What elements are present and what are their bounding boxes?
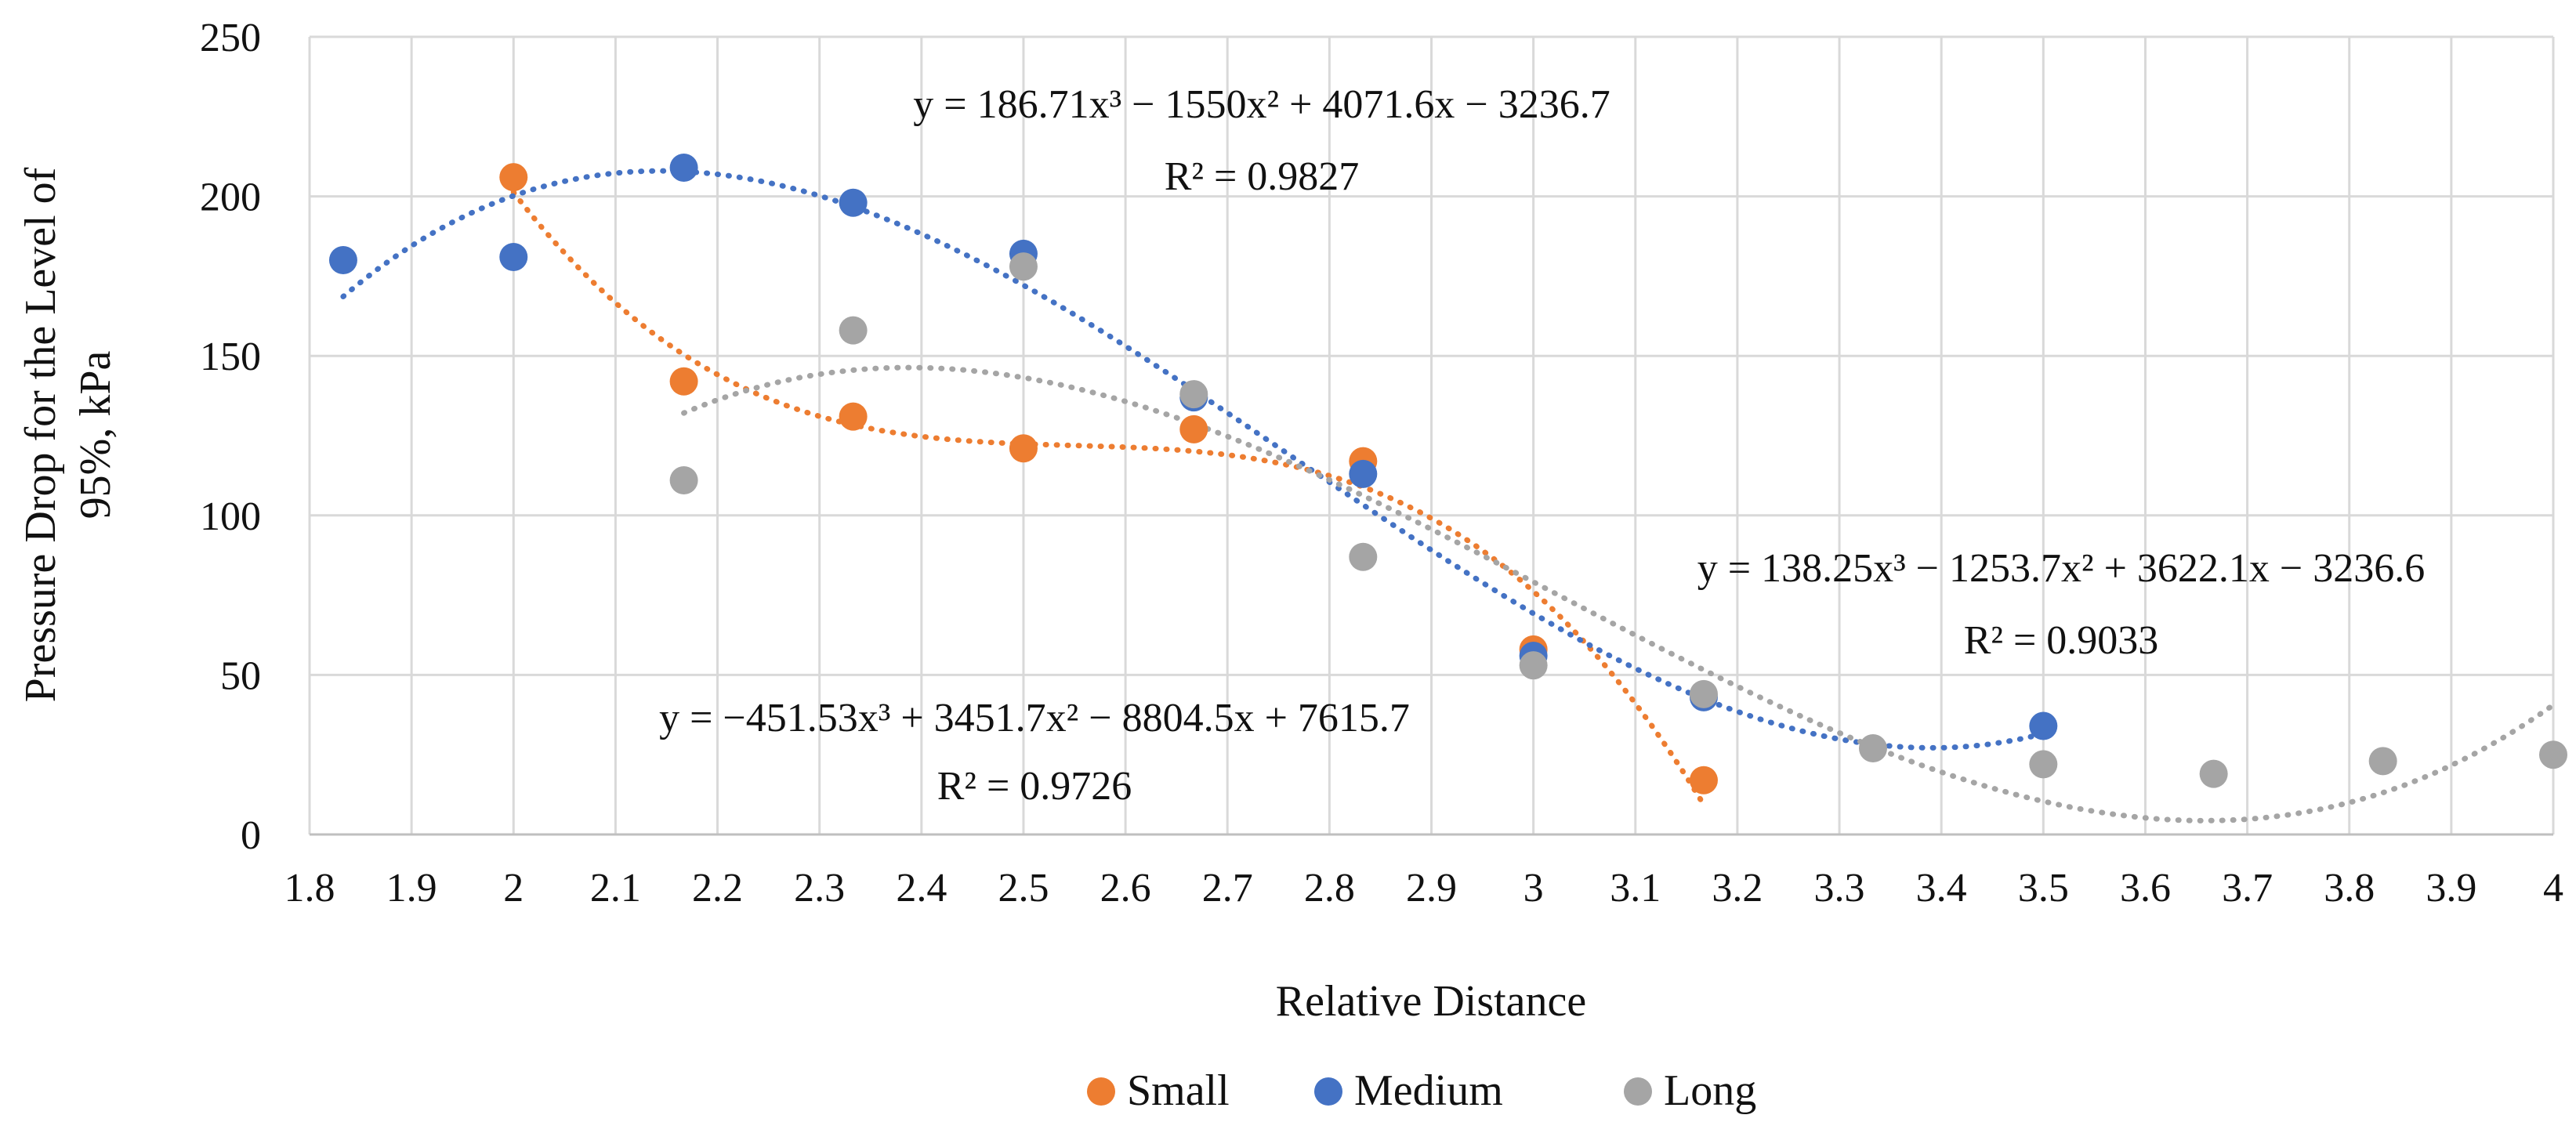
x-tick-label: 1.8 <box>284 866 335 910</box>
equation-small: y = −451.53x³ + 3451.7x² − 8804.5x + 761… <box>659 696 1410 740</box>
x-tick-label: 3.9 <box>2426 866 2476 910</box>
y-tick-label: 200 <box>200 176 261 220</box>
x-tick-label: 2.3 <box>794 866 845 910</box>
legend-label-long: Long <box>1664 1066 1756 1115</box>
point-small <box>839 402 868 431</box>
y-tick-label: 250 <box>200 16 261 60</box>
point-medium <box>2029 711 2058 740</box>
legend-marker-long <box>1624 1077 1652 1106</box>
equation-labels: y = 186.71x³ − 1550x² + 4071.6x − 3236.7… <box>659 82 2425 809</box>
equation-long: y = 138.25x³ − 1253.7x² + 3622.1x − 3236… <box>1697 546 2425 591</box>
point-long <box>1858 734 1887 763</box>
legend-item-long[interactable]: Long <box>1624 1066 1756 1115</box>
y-tick-label: 150 <box>200 335 261 379</box>
point-medium <box>1349 459 1378 488</box>
point-small <box>1179 414 1208 443</box>
trendline-long <box>681 364 2556 824</box>
point-long <box>1009 252 1038 281</box>
legend-label-small: Small <box>1127 1066 1230 1115</box>
y-tick-label: 50 <box>220 653 261 698</box>
point-long <box>2199 759 2228 788</box>
x-tick-label: 3.6 <box>2120 866 2171 910</box>
x-tick-label: 2.2 <box>692 866 743 910</box>
x-tick-label: 3.8 <box>2324 866 2375 910</box>
x-tick-label: 3.2 <box>1712 866 1763 910</box>
point-small <box>1689 766 1718 795</box>
x-tick-label: 2.1 <box>590 866 641 910</box>
x-tick-label: 2.6 <box>1100 866 1151 910</box>
point-medium <box>839 188 868 217</box>
grid-lines <box>308 35 2555 836</box>
point-long <box>2368 747 2397 776</box>
legend: Small Medium Long <box>1087 1066 1756 1115</box>
x-tick-label: 3.4 <box>1916 866 1967 910</box>
y-tick-label: 100 <box>200 494 261 539</box>
point-medium <box>499 242 528 271</box>
point-long <box>839 316 868 345</box>
x-tick-label: 1.9 <box>386 866 437 910</box>
point-small <box>499 163 528 192</box>
r2-medium: R² = 0.9827 <box>1165 154 1360 199</box>
r2-small: R² = 0.9726 <box>937 764 1132 809</box>
point-medium <box>328 246 357 275</box>
point-long <box>1689 679 1718 708</box>
legend-marker-medium <box>1314 1077 1342 1106</box>
x-tick-label: 2.9 <box>1406 866 1457 910</box>
point-long <box>1519 651 1548 680</box>
point-small <box>1009 434 1038 463</box>
x-tick-label: 2.8 <box>1304 866 1355 910</box>
legend-item-small[interactable]: Small <box>1087 1066 1230 1115</box>
x-tick-label: 2.4 <box>896 866 947 910</box>
y-axis-title-line-2: 95%, kPa <box>71 351 120 519</box>
point-medium <box>669 153 698 182</box>
x-tick-label: 2.7 <box>1202 866 1253 910</box>
y-axis-title-line-1: Pressure Drop for the Level of <box>16 167 65 702</box>
r2-long: R² = 0.9033 <box>1964 618 2159 663</box>
x-tick-label: 3.1 <box>1610 866 1661 910</box>
x-tick-label: 3.7 <box>2222 866 2273 910</box>
x-tick-label: 3.3 <box>1814 866 1865 910</box>
legend-label-medium: Medium <box>1354 1066 1503 1115</box>
data-points <box>328 153 2567 795</box>
x-tick-label: 4 <box>2543 866 2563 910</box>
point-long <box>1349 542 1378 571</box>
legend-marker-small <box>1087 1077 1115 1106</box>
point-small <box>669 367 698 396</box>
point-long <box>2539 740 2567 769</box>
equation-medium: y = 186.71x³ − 1550x² + 4071.6x − 3236.7 <box>913 82 1610 127</box>
tick-labels: 1.8 1.9 2 2.1 2.2 2.3 2.4 2.5 2.6 2.7 2.8 2.9 3 3.1 3.… <box>200 16 2563 910</box>
y-axis-title: Pressure Drop for the Level of 95%, kPa <box>16 167 120 702</box>
point-long <box>669 466 698 495</box>
x-tick-label: 2.5 <box>998 866 1049 910</box>
legend-item-medium[interactable]: Medium <box>1314 1066 1503 1115</box>
x-axis-title: Relative Distance <box>1276 977 1587 1026</box>
y-tick-label: 0 <box>241 813 261 858</box>
x-tick-label: 3.5 <box>2018 866 2069 910</box>
x-tick-label: 3 <box>1523 866 1544 910</box>
point-long <box>2029 750 2058 779</box>
x-tick-label: 2 <box>503 866 524 910</box>
point-long <box>1179 380 1208 409</box>
trendline-medium <box>340 168 2046 751</box>
